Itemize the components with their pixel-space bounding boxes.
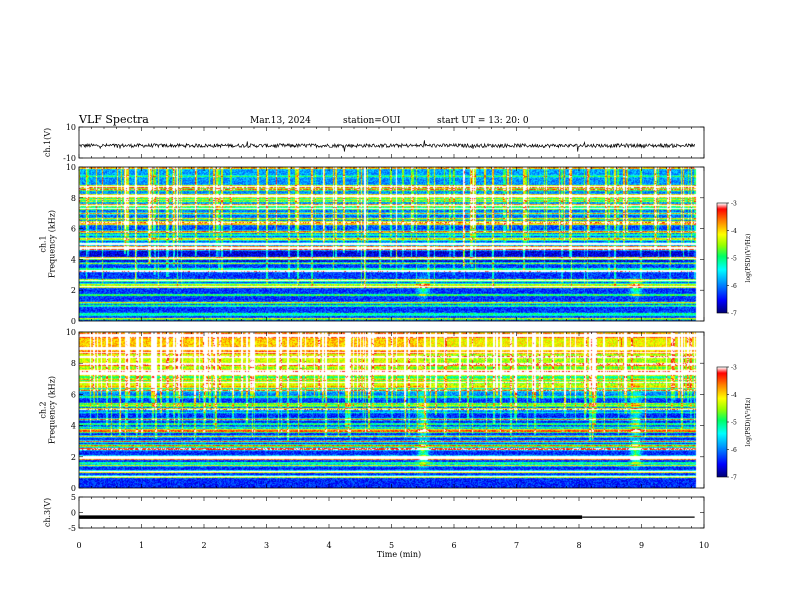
x-tick-label: 10 (699, 541, 709, 550)
sp2-colorbar-gradient (717, 367, 727, 477)
sp2-ylabel: Frequency (kHz) (48, 376, 57, 444)
ch1-ytick-label: 10 (66, 123, 76, 132)
x-tick-label: 5 (389, 541, 394, 550)
ch1-ylabel: ch.1(V) (43, 128, 52, 157)
sp1-ylabel: ch.1 (39, 235, 48, 252)
sp2-ytick-label: 10 (66, 328, 76, 337)
ch2-spectrogram-image (79, 332, 704, 488)
ch3-ytick-label: 5 (71, 493, 76, 502)
sp1-ylabel: Frequency (kHz) (48, 210, 57, 278)
sp2-ytick-label: 0 (71, 484, 76, 493)
sp1-colorbar-tick-label: -7 (731, 311, 737, 318)
x-tick-label: 0 (76, 541, 81, 550)
ch3-ytick-label: -5 (68, 524, 76, 533)
x-tick-label: 9 (639, 541, 644, 550)
sp1-colorbar-tick-label: -6 (731, 283, 737, 290)
x-axis-label: Time (min) (377, 550, 421, 559)
sp1-colorbar-tick-label: -5 (731, 256, 737, 263)
ch1-frame (78, 126, 705, 159)
sp1-ytick-label: 10 (66, 163, 76, 172)
sp2-colorbar-tick-label: -4 (731, 392, 737, 399)
ch2-spectrogram-panel: 0 2 4 6 8 10 ch.2 Frequency (kHz) (39, 328, 705, 493)
ch3-frame (78, 496, 705, 529)
ch1-ytick-label: -10 (63, 154, 76, 163)
sp2-ytick-label: 4 (71, 422, 76, 431)
sp1-colorbar-label: log(PSD)(V²/Hz) (745, 234, 752, 283)
x-tick-label: 3 (264, 541, 269, 550)
ch1-spectrogram-image (79, 167, 704, 321)
x-tick-label: 4 (326, 541, 331, 550)
header-station: station=OUI (343, 116, 401, 126)
header-start-time: start UT = 13: 20: 0 (437, 116, 529, 126)
sp2-ytick-label: 8 (71, 359, 76, 368)
x-tick-label: 6 (451, 541, 456, 550)
sp1-ytick-label: 4 (71, 255, 76, 264)
sp2-colorbar-tick-label: -5 (731, 420, 737, 427)
sp2-ylabel: ch.2 (39, 401, 48, 418)
sp1-ytick-label: 0 (71, 317, 76, 326)
x-tick-label: 1 (139, 541, 144, 550)
ch1-waveform-panel: 10 -10 ch.1(V) (43, 123, 705, 163)
ch1-colorbar: -3 -4 -5 -6 -7 log(PSD)(V²/Hz) (716, 201, 752, 318)
time-axis: Time (min) 0 1 2 3 4 5 6 7 8 9 10 (76, 541, 709, 559)
sp1-ytick-label: 2 (71, 286, 76, 295)
ch1-spectrogram-panel: 0 2 4 6 8 10 ch.1 Frequency (kHz) (39, 163, 705, 326)
ch3-waveform-panel: 5 0 -5 ch.3(V) (43, 493, 705, 533)
ch3-ytick-label: 0 (71, 509, 76, 518)
figure-title: VLF Spectra (78, 113, 149, 126)
x-tick-label: 2 (201, 541, 206, 550)
sp2-ytick-label: 2 (71, 453, 76, 462)
sp2-colorbar-tick-label: -7 (731, 475, 737, 482)
sp1-colorbar-tick-label: -4 (731, 228, 737, 235)
sp2-colorbar-label: log(PSD)(V²/Hz) (745, 398, 752, 447)
sp1-ytick-label: 8 (71, 194, 76, 203)
ch1-trace (78, 140, 695, 152)
ch3-ylabel: ch.3(V) (43, 498, 52, 527)
x-tick-label: 8 (576, 541, 581, 550)
ch2-colorbar: -3 -4 -5 -6 -7 log(PSD)(V²/Hz) (716, 365, 752, 482)
sp2-colorbar-tick-label: -6 (731, 447, 737, 454)
header-date: Mar.13, 2024 (250, 116, 311, 126)
sp1-colorbar-tick-label: -3 (731, 201, 737, 208)
sp1-colorbar-gradient (717, 203, 727, 313)
sp2-colorbar-tick-label: -3 (731, 365, 737, 372)
x-tick-label: 7 (514, 541, 519, 550)
sp2-ytick-label: 6 (71, 390, 76, 399)
sp1-ytick-label: 6 (71, 225, 76, 234)
